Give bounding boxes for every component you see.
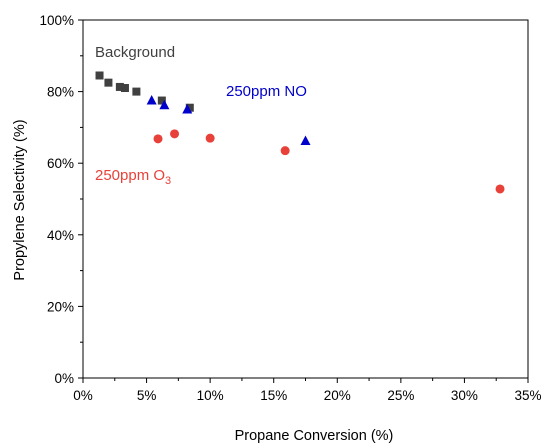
y-tick-label: 40%	[47, 228, 74, 243]
series-label-250ppm-o3-subscript: 3	[165, 175, 171, 187]
y-tick-label: 60%	[47, 156, 74, 171]
background-point	[185, 103, 194, 112]
background-point	[132, 87, 141, 96]
y-axis-label: Propylene Selectivity (%)	[12, 119, 28, 280]
o3-point	[280, 146, 290, 156]
series-1-markers	[146, 95, 311, 146]
series-label-250ppm-o3: 250ppm O3	[95, 167, 171, 187]
x-axis-ticks: 0% 5% 10% 15% 20% 25% 30% 35%	[73, 378, 542, 403]
background-point	[95, 71, 104, 80]
plot-frame	[82, 19, 529, 379]
x-tick-label: 10%	[197, 388, 224, 403]
y-axis-ticks: 0% 20% 40% 60% 80% 100%	[39, 13, 83, 386]
x-tick-label: 25%	[387, 388, 414, 403]
o3-point	[495, 184, 505, 194]
series-label-250ppm-o3-main: 250ppm O	[95, 167, 165, 184]
x-tick-label: 35%	[514, 388, 541, 403]
x-tick-label: 5%	[137, 388, 157, 403]
x-tick-label: 15%	[260, 388, 287, 403]
series-0-markers	[95, 71, 194, 112]
y-tick-label: 100%	[39, 13, 74, 28]
series-label-250ppm-no: 250ppm NO	[226, 83, 307, 100]
no-point	[159, 99, 170, 110]
data-markers	[95, 71, 505, 194]
x-axis-label: Propane Conversion (%)	[235, 428, 394, 444]
x-tick-label: 20%	[324, 388, 351, 403]
background-point	[104, 78, 113, 87]
x-tick-label: 30%	[451, 388, 478, 403]
o3-point	[205, 133, 215, 143]
y-tick-label: 20%	[47, 299, 74, 314]
series-label-background: Background	[95, 44, 175, 61]
plot-area	[82, 19, 529, 379]
x-tick-label: 0%	[73, 388, 93, 403]
series-2-markers	[153, 129, 505, 194]
no-point	[300, 135, 311, 146]
y-tick-label: 80%	[47, 85, 74, 100]
o3-point	[153, 134, 163, 144]
background-point	[157, 96, 166, 105]
no-point	[182, 104, 193, 114]
background-point	[120, 84, 129, 93]
background-point	[115, 82, 124, 91]
y-tick-label: 0%	[54, 371, 74, 386]
no-point	[146, 95, 157, 105]
o3-point	[170, 129, 180, 139]
